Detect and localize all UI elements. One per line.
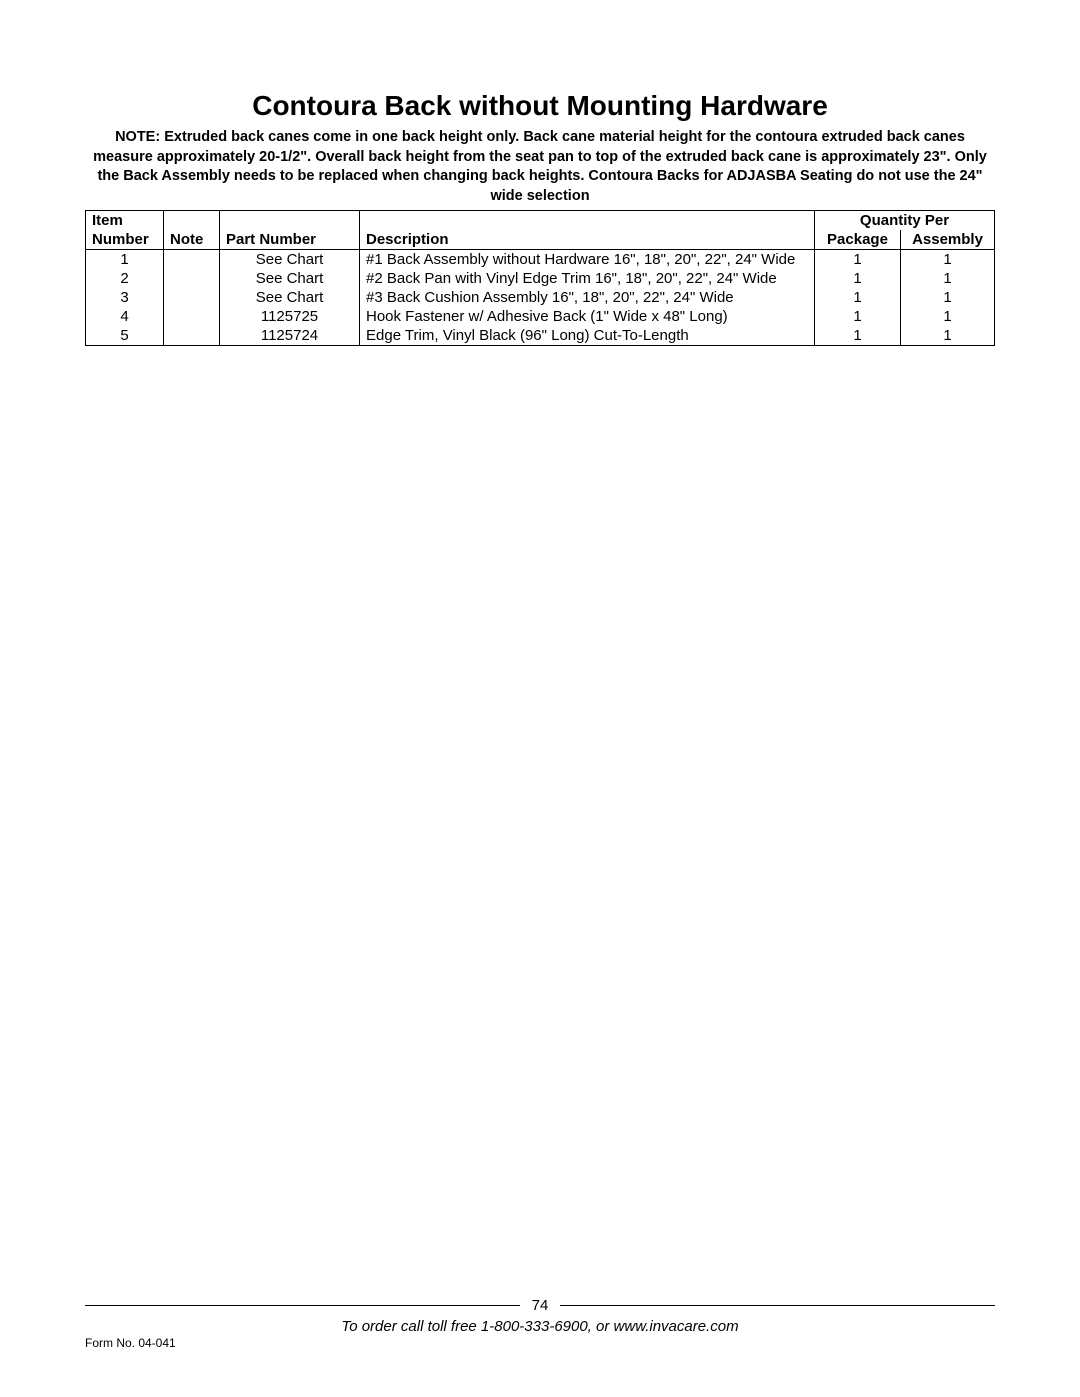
table-row: 1 See Chart#1 Back Assembly without Hardw… <box>86 250 995 270</box>
page-title: Contoura Back without Mounting Hardware <box>85 90 995 122</box>
cell-item-number: 4 <box>86 307 164 326</box>
cell-package: 1 <box>815 326 901 346</box>
header-note-blank <box>164 211 220 231</box>
cell-item-number: 5 <box>86 326 164 346</box>
table-row: 5 1125724Edge Trim, Vinyl Black (96" Long… <box>86 326 995 346</box>
table-header-row-1: Item Quantity Per <box>86 211 995 231</box>
cell-part-number: See Chart <box>220 288 360 307</box>
cell-note <box>164 269 220 288</box>
cell-part-number: See Chart <box>220 269 360 288</box>
cell-note <box>164 326 220 346</box>
header-description: Description <box>360 230 815 250</box>
cell-part-number: 1125724 <box>220 326 360 346</box>
form-number: Form No. 04-041 <box>85 1336 176 1350</box>
cell-note <box>164 250 220 270</box>
cell-note <box>164 288 220 307</box>
footer-page-line: 74 <box>85 1297 995 1314</box>
cell-part-number: See Chart <box>220 250 360 270</box>
table-row: 4 1125725Hook Fastener w/ Adhesive Back (… <box>86 307 995 326</box>
header-package: Package <box>815 230 901 250</box>
cell-package: 1 <box>815 250 901 270</box>
header-part-blank <box>220 211 360 231</box>
header-assembly: Assembly <box>901 230 995 250</box>
header-desc-blank <box>360 211 815 231</box>
cell-description: #1 Back Assembly without Hardware 16", 1… <box>360 250 815 270</box>
footer-rule-right <box>560 1305 995 1306</box>
header-quantity-per: Quantity Per <box>815 211 995 231</box>
cell-note <box>164 307 220 326</box>
page-footer: 74 To order call toll free 1-800-333-690… <box>85 1297 995 1335</box>
cell-part-number: 1125725 <box>220 307 360 326</box>
header-item: Item <box>86 211 164 231</box>
cell-description: Hook Fastener w/ Adhesive Back (1" Wide … <box>360 307 815 326</box>
parts-table: Item Quantity Per Number Note Part Numbe… <box>85 210 995 346</box>
cell-description: #3 Back Cushion Assembly 16", 18", 20", … <box>360 288 815 307</box>
cell-assembly: 1 <box>901 250 995 270</box>
table-body: 1 See Chart#1 Back Assembly without Hardw… <box>86 250 995 346</box>
header-note: Note <box>164 230 220 250</box>
footer-rule-left <box>85 1305 520 1306</box>
cell-assembly: 1 <box>901 307 995 326</box>
header-number: Number <box>86 230 164 250</box>
cell-package: 1 <box>815 288 901 307</box>
cell-item-number: 2 <box>86 269 164 288</box>
cell-assembly: 1 <box>901 326 995 346</box>
page-number: 74 <box>532 1297 549 1314</box>
header-part-number: Part Number <box>220 230 360 250</box>
table-row: 2 See Chart#2 Back Pan with Vinyl Edge Tr… <box>86 269 995 288</box>
table-header-row-2: Number Note Part Number Description Pack… <box>86 230 995 250</box>
cell-description: #2 Back Pan with Vinyl Edge Trim 16", 18… <box>360 269 815 288</box>
cell-item-number: 1 <box>86 250 164 270</box>
cell-package: 1 <box>815 307 901 326</box>
cell-assembly: 1 <box>901 269 995 288</box>
cell-package: 1 <box>815 269 901 288</box>
cell-item-number: 3 <box>86 288 164 307</box>
cell-assembly: 1 <box>901 288 995 307</box>
table-row: 3 See Chart#3 Back Cushion Assembly 16", … <box>86 288 995 307</box>
cell-description: Edge Trim, Vinyl Black (96" Long) Cut-To… <box>360 326 815 346</box>
note-paragraph: NOTE: Extruded back canes come in one ba… <box>85 128 995 206</box>
order-info: To order call toll free 1-800-333-6900, … <box>85 1318 995 1335</box>
